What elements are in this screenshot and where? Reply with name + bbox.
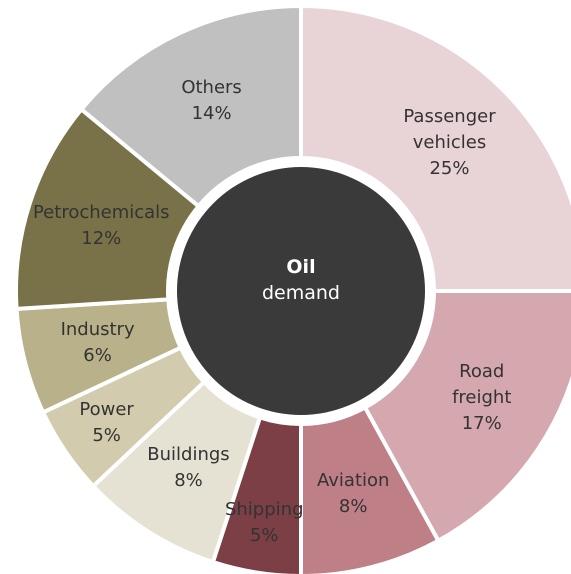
value-label: 6%: [83, 345, 112, 367]
slice: [299, 404, 442, 574]
slice: [362, 289, 571, 544]
slice-label: Petrochemicals 12%: [33, 200, 170, 252]
value-label: 8%: [338, 496, 368, 518]
category-label: Road freight: [452, 360, 512, 408]
center-title: Oil: [286, 256, 316, 278]
slice: [14, 106, 202, 312]
value-label: 25%: [429, 157, 470, 179]
value-label: 14%: [191, 102, 232, 124]
category-label: Power: [79, 399, 134, 421]
category-label: Aviation: [317, 470, 390, 492]
slice: [78, 3, 303, 210]
value-label: 12%: [81, 228, 122, 250]
slice-label: Buildings 8%: [147, 442, 229, 494]
category-label: Industry: [60, 319, 135, 341]
slice-label: Passenger vehicles 25%: [403, 104, 495, 182]
center-circle: [177, 167, 425, 415]
slice-label: Road freight 17%: [452, 359, 511, 437]
category-label: Shipping: [224, 499, 304, 521]
category-label: Petrochemicals: [32, 202, 170, 224]
value-label: 8%: [174, 470, 203, 492]
slice: [299, 3, 571, 293]
center-subtitle: demand: [261, 282, 341, 304]
value-label: 5%: [92, 425, 121, 447]
value-label: 17%: [461, 412, 502, 434]
slice-label: Shipping 5%: [225, 497, 304, 549]
center-label: Oil demand: [262, 254, 340, 306]
category-label: Buildings: [147, 444, 230, 466]
value-label: 5%: [249, 525, 279, 547]
slice-label: Industry 6%: [61, 317, 135, 369]
category-label: Passenger vehicles: [403, 105, 496, 153]
slice-label: Others 14%: [181, 75, 242, 127]
slice-label: Aviation 8%: [317, 468, 389, 520]
slice-label: Power 5%: [79, 397, 133, 449]
category-label: Others: [181, 76, 242, 98]
